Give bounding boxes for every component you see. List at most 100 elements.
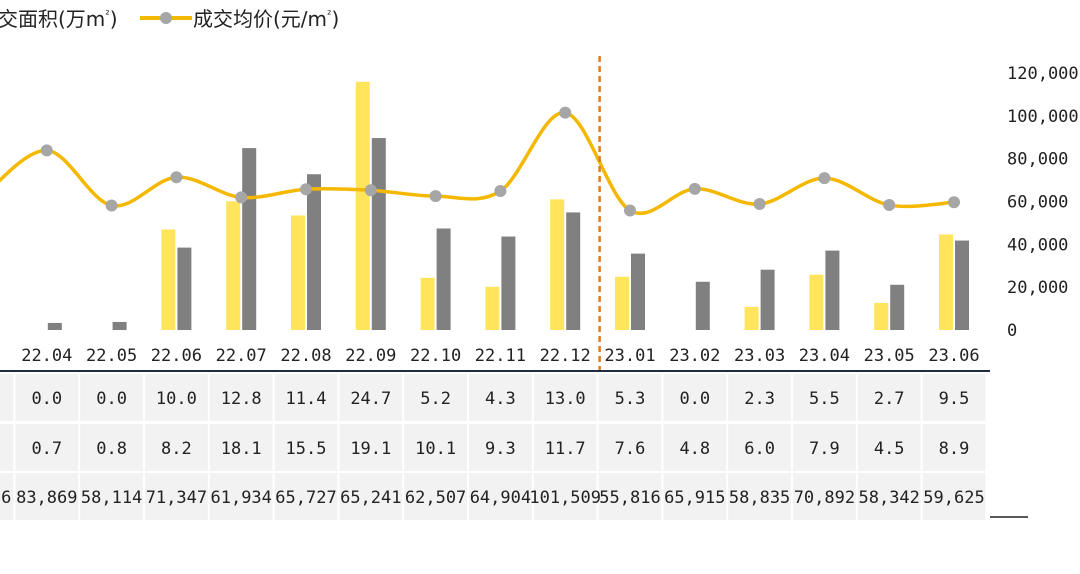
table-cell-deal: 7.9 [809,439,840,459]
table-cell-supply: 5.3 [615,389,646,409]
data-table-values: 0.0 0.0 10.0 12.8 11.4 24.7 5.2 4.3 13.0 5.3 0.0 2.… [1,389,985,508]
bar-deal [890,284,905,330]
table-cell-bg [404,424,467,471]
table-cell-bg [469,424,532,471]
x-tick-label: 22.10 [410,346,461,366]
legend: 交面积(万m²) 成交均价(元/m²) [0,7,339,31]
table-cell-price: 64,904 [470,488,531,508]
table-cell-bg [793,374,856,421]
bar-deal [760,269,775,330]
table-cell-deal: 15.5 [286,439,327,459]
table-cell-price: 83,869 [16,488,77,508]
price-point [105,199,118,212]
table-cell-bg [922,374,986,421]
table-cell-supply: 24.7 [350,389,391,409]
x-tick-label: 22.09 [345,346,396,366]
price-point [883,199,896,212]
price-point [753,197,766,210]
bar-supply [874,302,889,330]
bar-supply [420,277,435,330]
table-cell-bg [274,424,338,471]
bar-deal [436,228,451,330]
table-cell-supply: 13.0 [545,389,586,409]
bar-supply [550,199,565,330]
table-cell-bg [339,473,403,520]
x-tick-label: 23.03 [734,346,785,366]
bar-deal [501,236,516,330]
table-cell-deal: 8.2 [161,439,192,459]
bar-supply [485,286,500,330]
table-cell-bg [404,374,467,421]
price-line [0,110,955,215]
table-cell-deal: 11.7 [545,439,586,459]
table-cell-bg [15,374,79,421]
table-cell-supply: 0.0 [96,389,127,409]
table-cell-supply: 11.4 [286,389,327,409]
table-cell-supply: 12.8 [221,389,262,409]
bar-deal [177,247,192,330]
table-cell-price: 61,934 [210,488,271,508]
table-cell-price: 101,509 [529,488,601,508]
right-axis-tick-label: 40,000 [1007,235,1068,255]
table-cell-bg [80,424,143,471]
bar-supply [744,306,759,330]
table-cell-bg [533,473,597,520]
table-cell-deal: 10.1 [415,439,456,459]
table-cell-bg [339,424,403,471]
table-cell-bg [469,374,532,421]
table-cell-bg [274,374,338,421]
table-cell-bg [663,473,727,520]
x-tick-label: 23.02 [669,346,720,366]
table-cell-bg [857,473,921,520]
table-cell-price: 55,816 [599,488,660,508]
table-cell-bg [274,473,338,520]
table-cell-bg [793,473,856,520]
table-cell-price: 65,241 [340,488,401,508]
bar-deal [631,253,645,330]
bar-supply [161,229,176,330]
x-tick-label: 22.06 [151,346,202,366]
price-point [818,172,831,185]
table-cell-bg [145,424,208,471]
table-cell-price: 58,835 [729,488,790,508]
bar-supply [615,276,629,330]
table-cell-price: 58,342 [858,488,919,508]
table-cell-bg [80,374,143,421]
bar-deal [695,281,710,330]
legend-label-area: 交面积(万m²) [0,7,118,31]
table-cell-bg [598,424,662,471]
table-cell-bg [793,424,856,471]
table-cell-deal: 0.8 [96,439,127,459]
price-point [300,183,312,196]
table-cell-supply: 5.5 [809,389,840,409]
table-cell-bg [0,374,14,421]
table-cell-bg [209,374,273,421]
table-cell-deal: 8.9 [939,439,970,459]
table-cell-bg [145,473,208,520]
table-cell-deal: 6.0 [744,439,775,459]
table-cell-bg [209,473,273,520]
table-cell-price: 65,915 [664,488,725,508]
table-cell-bg [663,374,727,421]
bar-deal [566,212,581,330]
bar-deal [307,174,321,330]
bar-supply [226,201,241,330]
price-point [559,106,572,119]
legend-marker-price [160,12,172,24]
bar-deal [371,138,386,330]
price-point [624,204,636,217]
table-cell-bg [469,473,532,520]
price-point [170,171,183,184]
table-cell-bg [533,424,597,471]
legend-label-price: 成交均价(元/m²) [193,7,339,31]
price-point [688,182,701,195]
bar-deal [955,240,969,330]
table-cell-price: 62,507 [405,488,466,508]
x-axis-labels: 322.0422.0522.0622.0722.0822.0922.1022.1… [21,346,979,366]
right-axis-tick-label: 0 [1007,321,1017,341]
table-cell-deal: 19.1 [350,439,391,459]
bar-supply [939,234,953,330]
table-cell-bg [15,473,79,520]
price-point [429,190,442,203]
price-point [494,184,507,197]
